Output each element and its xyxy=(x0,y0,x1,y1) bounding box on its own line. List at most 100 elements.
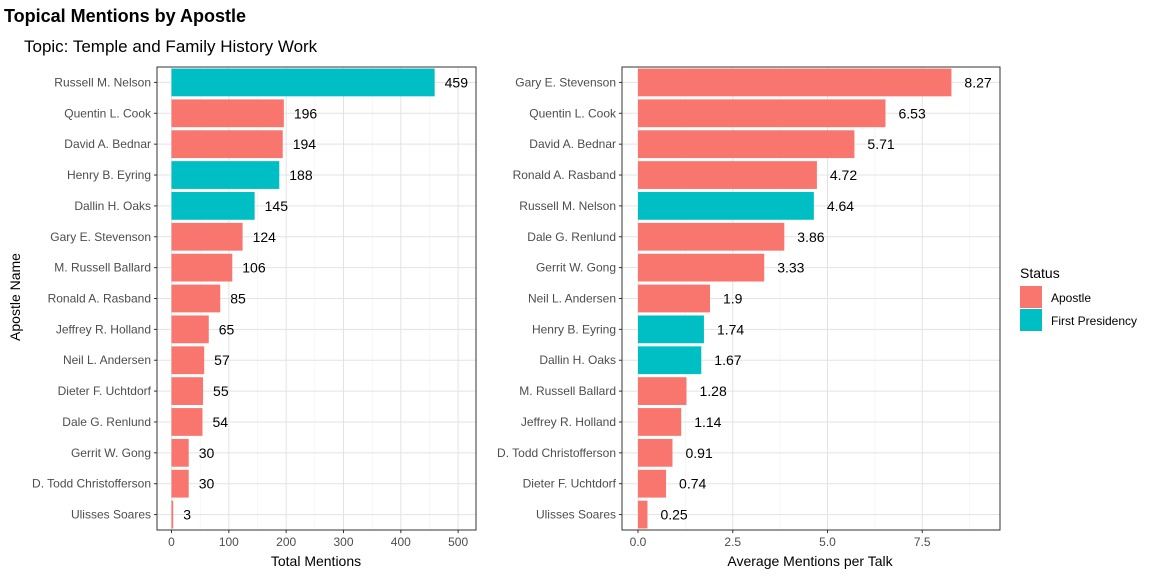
category-label: Ulisses Soares xyxy=(536,508,616,522)
bar xyxy=(171,346,205,375)
panel-border xyxy=(621,66,1001,531)
data-label: 1.9 xyxy=(723,291,743,307)
bar xyxy=(171,284,221,313)
bar xyxy=(171,438,189,467)
data-label: 3 xyxy=(183,507,191,523)
x-axis-title-left: Total Mentions xyxy=(271,553,361,569)
x-tick-label: 5.0 xyxy=(819,535,836,549)
bar xyxy=(638,161,817,189)
x-tick-label: 0 xyxy=(168,535,175,549)
category-label: Dale G. Renlund xyxy=(62,415,151,429)
bar xyxy=(638,99,886,128)
data-label: 3.33 xyxy=(777,260,804,276)
bar xyxy=(171,222,243,251)
category-label: Quentin L. Cook xyxy=(529,106,617,120)
category-label: Henry B. Eyring xyxy=(532,322,616,336)
data-label: 1.14 xyxy=(694,414,721,430)
x-tick-label: 0.0 xyxy=(630,535,647,549)
data-label: 1.28 xyxy=(700,383,727,399)
category-label: Dale G. Renlund xyxy=(527,230,616,244)
category-label: Dieter F. Uchtdorf xyxy=(523,477,617,491)
x-tick-label: 400 xyxy=(391,535,411,549)
data-label: 196 xyxy=(294,105,318,121)
category-label: Dallin H. Oaks xyxy=(74,199,151,213)
category-label: M. Russell Ballard xyxy=(54,261,151,275)
bar xyxy=(638,284,711,313)
data-label: 30 xyxy=(199,476,215,492)
data-label: 54 xyxy=(212,414,228,430)
data-label: 1.67 xyxy=(714,352,741,368)
y-axis-title: Apostle Name xyxy=(7,253,23,341)
bar xyxy=(171,161,280,189)
category-label: Ronald A. Rasband xyxy=(513,168,616,182)
data-label: 4.72 xyxy=(830,167,857,183)
chart-subtitle: Topic: Temple and Family History Work xyxy=(24,37,318,56)
legend-swatch-first-presidency xyxy=(1020,309,1042,331)
bar xyxy=(638,438,673,467)
data-label: 0.25 xyxy=(660,507,687,523)
bar xyxy=(171,192,255,220)
data-label: 1.74 xyxy=(717,321,744,337)
category-label: Dieter F. Uchtdorf xyxy=(58,384,152,398)
legend-swatch-apostle xyxy=(1020,286,1042,308)
bar xyxy=(638,315,704,344)
bar xyxy=(171,253,233,282)
category-label: Neil L. Andersen xyxy=(63,353,151,367)
category-label: Gerrit W. Gong xyxy=(536,261,616,275)
legend-title: Status xyxy=(1020,265,1060,281)
bar xyxy=(171,500,174,529)
data-label: 145 xyxy=(265,198,289,214)
category-label: Ronald A. Rasband xyxy=(48,292,151,306)
x-tick-label: 200 xyxy=(276,535,296,549)
x-tick-label: 100 xyxy=(219,535,239,549)
bar xyxy=(638,68,952,97)
data-label: 55 xyxy=(213,383,229,399)
data-label: 459 xyxy=(445,74,469,90)
data-label: 194 xyxy=(293,136,317,152)
bar xyxy=(638,408,682,436)
bar xyxy=(638,377,687,405)
bar xyxy=(638,253,765,282)
category-label: D. Todd Christofferson xyxy=(32,477,151,491)
data-label: 188 xyxy=(289,167,313,183)
category-label: Gerrit W. Gong xyxy=(71,446,151,460)
bar xyxy=(638,346,702,375)
legend-label-apostle: Apostle xyxy=(1051,291,1091,305)
category-label: Jeffrey R. Holland xyxy=(521,415,616,429)
bar xyxy=(638,222,785,251)
data-label: 124 xyxy=(253,229,277,245)
data-label: 57 xyxy=(214,352,230,368)
bar xyxy=(171,68,435,97)
x-tick-label: 500 xyxy=(448,535,468,549)
data-label: 6.53 xyxy=(898,105,925,121)
x-axis-title-right: Average Mentions per Talk xyxy=(727,553,893,569)
category-label: Quentin L. Cook xyxy=(64,106,152,120)
category-label: David A. Bednar xyxy=(64,137,151,151)
bar xyxy=(638,469,667,498)
x-tick-label: 2.5 xyxy=(724,535,741,549)
bar xyxy=(171,99,284,128)
data-label: 8.27 xyxy=(964,74,991,90)
category-label: Russell M. Nelson xyxy=(54,75,151,89)
bar xyxy=(171,130,283,159)
chart-title: Topical Mentions by Apostle xyxy=(4,6,247,26)
category-label: Neil L. Andersen xyxy=(528,292,616,306)
data-label: 30 xyxy=(199,445,215,461)
bar xyxy=(171,315,209,344)
category-label: Henry B. Eyring xyxy=(67,168,151,182)
x-tick-label: 300 xyxy=(333,535,353,549)
data-label: 3.86 xyxy=(797,229,824,245)
data-label: 4.64 xyxy=(827,198,854,214)
bar xyxy=(171,377,204,405)
panel-average-mentions: Gary E. Stevenson 8.27 Quentin L. Cook 6.53… xyxy=(497,66,1001,549)
panel-border xyxy=(156,66,477,531)
data-label: 0.91 xyxy=(685,445,712,461)
data-label: 0.74 xyxy=(679,476,706,492)
panel-total-mentions: Russell M. Nelson 459 Quentin L. Cook 196 Da… xyxy=(32,66,477,549)
bar xyxy=(638,192,814,220)
data-label: 5.71 xyxy=(867,136,894,152)
category-label: Dallin H. Oaks xyxy=(539,353,616,367)
data-label: 65 xyxy=(219,321,235,337)
category-label: Jeffrey R. Holland xyxy=(56,322,151,336)
